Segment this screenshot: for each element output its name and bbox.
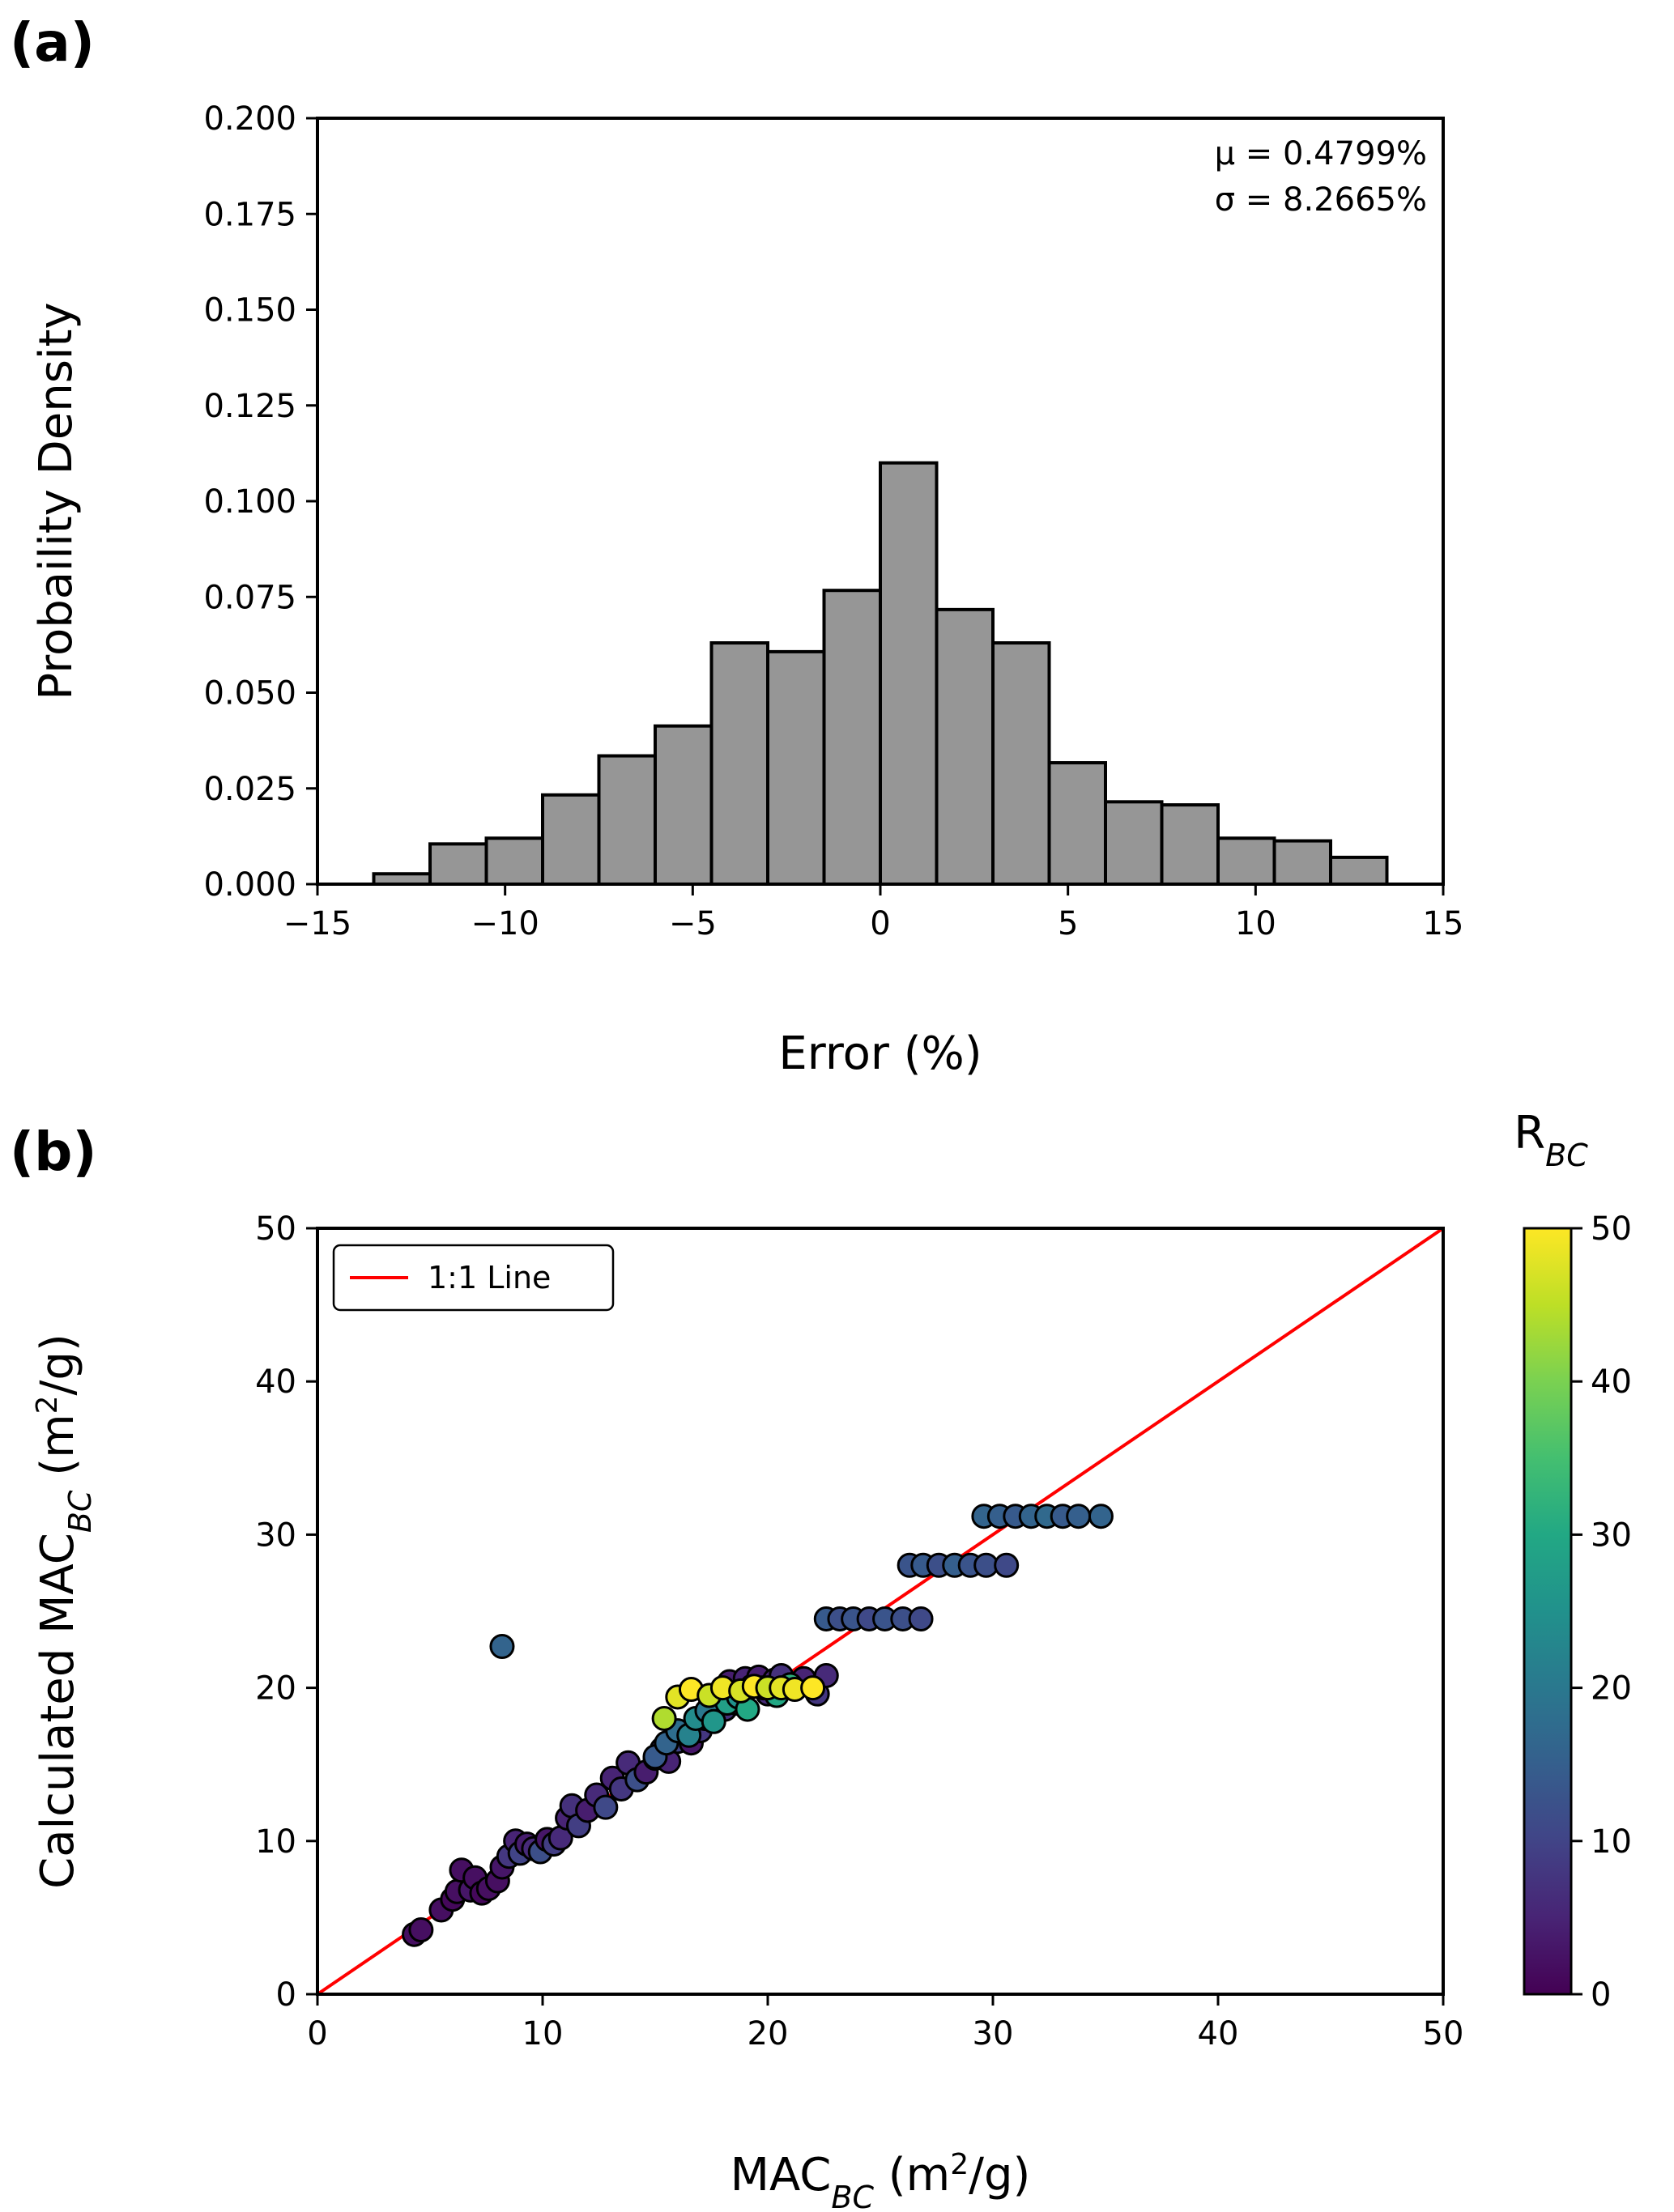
y-tick-label: 0.125 xyxy=(203,388,296,425)
histogram-bar xyxy=(822,589,882,886)
y-tick-label: 0 xyxy=(276,1976,296,2014)
legend: 1:1 Line xyxy=(332,1244,615,1312)
scatter-x-ticks: 0 10 20 30 40 50 xyxy=(307,1994,1463,2052)
y-tick-label: 20 xyxy=(255,1670,296,1708)
histogram-x-axis-title: Error (%) xyxy=(778,1027,982,1080)
std-annotation: σ = 8.2665% xyxy=(1215,181,1427,219)
histogram-bar xyxy=(935,607,995,886)
histogram-bar xyxy=(1104,800,1164,886)
histogram-panel: (a) −15 −10 −5 0 5 10 15 0.0000.0250.0500.0750… xyxy=(10,11,1463,1080)
colorbar-tick-label: 40 xyxy=(1591,1363,1632,1401)
histogram-bar xyxy=(1272,839,1332,887)
scatter-panel: (b) 0 10 20 30 40 50 0 10 20 30 40 50 1:1 Line MAC… xyxy=(10,1107,1632,2212)
histogram-bar xyxy=(428,842,488,886)
y-tick-label: 0.000 xyxy=(203,866,296,904)
histogram-bar xyxy=(879,461,939,886)
y-tick-label: 0.175 xyxy=(203,196,296,233)
legend-label: 1:1 Line xyxy=(428,1260,551,1295)
histogram-y-axis-title: Probaility Density xyxy=(30,302,83,700)
histogram-bars xyxy=(372,461,1389,887)
scatter-point xyxy=(651,1705,677,1731)
colorbar-tick-label: 10 xyxy=(1591,1823,1632,1861)
y-tick-label: 0.050 xyxy=(203,675,296,713)
histogram-bar xyxy=(597,754,657,886)
scatter-frame xyxy=(316,1227,1445,1996)
histogram-bar xyxy=(766,649,826,886)
x-tick-label: 0 xyxy=(307,2015,327,2052)
histogram-bar xyxy=(1329,855,1389,887)
histogram-bar xyxy=(541,793,601,887)
y-tick-label: 30 xyxy=(255,1516,296,1554)
mean-annotation: μ = 0.4799% xyxy=(1215,135,1427,172)
histogram-bar xyxy=(1047,761,1107,887)
colorbar xyxy=(1523,1227,1573,1996)
scatter-point xyxy=(489,1634,515,1660)
y-tick-label: 0.025 xyxy=(203,771,296,808)
histogram-bar xyxy=(484,836,544,886)
x-tick-label: 50 xyxy=(1423,2015,1464,2052)
histogram-bar xyxy=(991,641,1051,886)
scatter-point xyxy=(994,1552,1020,1578)
scatter-y-axis-title: Calculated MACBC (m2/g) xyxy=(31,1334,99,1889)
histogram-bar xyxy=(709,641,769,886)
scatter-point xyxy=(1088,1504,1114,1529)
y-tick-label: 40 xyxy=(255,1363,296,1401)
scatter-point xyxy=(408,1917,434,1943)
histogram-bar xyxy=(1160,803,1220,886)
scatter-point xyxy=(800,1675,826,1701)
y-tick-label: 0.200 xyxy=(203,100,296,138)
y-tick-label: 50 xyxy=(255,1210,296,1248)
x-tick-label: −15 xyxy=(283,905,351,942)
scatter-point xyxy=(701,1708,726,1734)
colorbar-title: RBC xyxy=(1514,1107,1588,1173)
scatter-x-axis-title: MACBC (m2/g) xyxy=(731,2148,1031,2212)
scatter-point xyxy=(908,1606,934,1631)
histogram-x-ticks: −15 −10 −5 0 5 10 15 xyxy=(283,884,1464,942)
histogram-bar xyxy=(654,724,713,886)
x-tick-label: 15 xyxy=(1423,905,1464,942)
x-tick-label: 10 xyxy=(1235,905,1276,942)
scatter-point xyxy=(1066,1504,1092,1529)
colorbar-ticks: 0 10 20 30 40 50 xyxy=(1571,1210,1632,2014)
y-tick-label: 0.150 xyxy=(203,292,296,330)
x-tick-label: 20 xyxy=(748,2015,789,2052)
scatter-points xyxy=(402,1504,1114,1947)
colorbar-tick-label: 30 xyxy=(1591,1516,1632,1554)
y-tick-label: 0.100 xyxy=(203,483,296,521)
panel-a-tag: (a) xyxy=(10,11,95,74)
x-tick-label: 40 xyxy=(1198,2015,1239,2052)
x-tick-label: −5 xyxy=(669,905,717,942)
colorbar-tick-label: 20 xyxy=(1591,1670,1632,1708)
histogram-y-ticks: 0.000 0.025 0.050 0.075 0.100 0.125 0.150 0.175… xyxy=(203,100,317,904)
legend-box xyxy=(332,1244,615,1312)
scatter-point xyxy=(593,1794,619,1820)
histogram-bar xyxy=(1216,836,1276,886)
x-tick-label: −10 xyxy=(471,905,539,942)
x-tick-label: 0 xyxy=(870,905,890,942)
panel-b-tag: (b) xyxy=(10,1121,97,1183)
colorbar-tick-label: 0 xyxy=(1591,1976,1611,2014)
x-tick-label: 30 xyxy=(973,2015,1014,2052)
scatter-y-ticks: 0 10 20 30 40 50 xyxy=(255,1210,317,2014)
colorbar-tick-label: 50 xyxy=(1591,1210,1632,1248)
y-tick-label: 0.075 xyxy=(203,579,296,616)
x-tick-label: 10 xyxy=(522,2015,564,2052)
y-tick-label: 10 xyxy=(255,1823,296,1861)
x-tick-label: 5 xyxy=(1058,905,1078,942)
